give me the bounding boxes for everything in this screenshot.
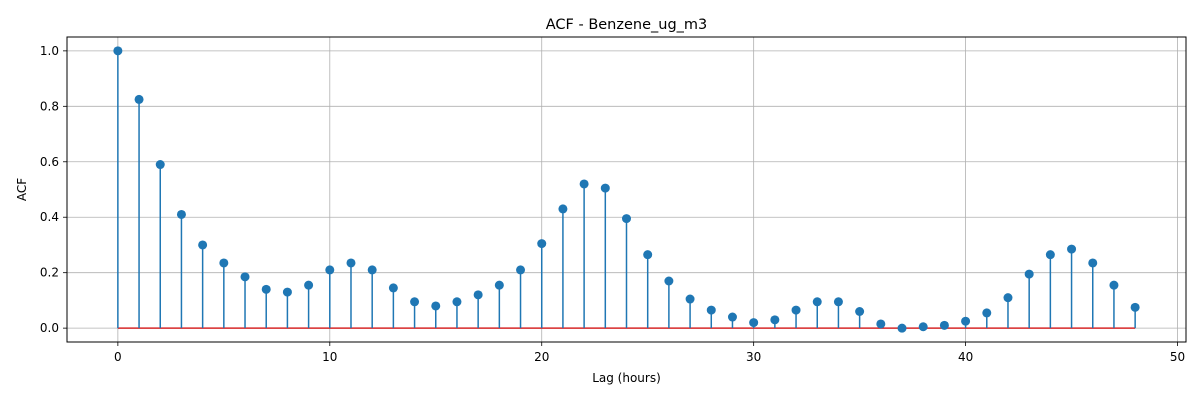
y-tick-label: 1.0 bbox=[40, 44, 59, 58]
x-tick-label: 30 bbox=[746, 350, 761, 364]
stem-marker bbox=[685, 294, 695, 304]
stem-marker bbox=[304, 280, 314, 290]
y-axis-title: ACF bbox=[15, 178, 29, 201]
chart-title: ACF - Benzene_ug_m3 bbox=[546, 17, 708, 33]
x-tick-label: 0 bbox=[114, 350, 122, 364]
stem-marker bbox=[558, 204, 568, 214]
stem-marker bbox=[240, 272, 250, 282]
stem-marker bbox=[961, 316, 971, 326]
stem-marker bbox=[261, 284, 271, 294]
x-tick-label: 40 bbox=[958, 350, 973, 364]
stem-marker bbox=[1067, 244, 1077, 254]
y-tick-label: 0.0 bbox=[40, 321, 59, 335]
stem-marker bbox=[791, 305, 801, 315]
stem-marker bbox=[727, 312, 737, 322]
stem-marker bbox=[1109, 280, 1119, 290]
stem-marker bbox=[706, 305, 716, 315]
stem-marker bbox=[219, 258, 229, 268]
stem-marker bbox=[622, 214, 631, 224]
y-tick-label: 0.2 bbox=[40, 266, 59, 280]
stem-marker bbox=[494, 280, 504, 290]
stem-marker bbox=[473, 290, 483, 300]
stem-marker bbox=[282, 287, 292, 297]
stem-marker bbox=[918, 322, 928, 332]
stem-marker bbox=[579, 179, 589, 189]
stem-marker bbox=[749, 318, 759, 328]
stem-marker bbox=[134, 94, 144, 104]
stem-marker bbox=[1045, 250, 1055, 260]
stem-marker bbox=[452, 297, 462, 307]
x-axis-title: Lag (hours) bbox=[592, 371, 661, 385]
stem-layer bbox=[117, 50, 1136, 329]
stem-marker bbox=[897, 323, 907, 333]
marker-layer bbox=[113, 46, 1140, 333]
plot-frame bbox=[66, 36, 1187, 343]
stem-marker bbox=[770, 315, 780, 325]
stem-marker bbox=[388, 283, 398, 293]
stem-marker bbox=[537, 239, 547, 249]
stem-marker bbox=[198, 240, 208, 250]
stem-marker bbox=[516, 265, 526, 275]
y-tick-label: 0.8 bbox=[40, 99, 59, 113]
stem-marker bbox=[833, 297, 843, 307]
stem-marker bbox=[812, 297, 822, 307]
x-tick-label: 10 bbox=[322, 350, 337, 364]
stem-marker bbox=[982, 308, 992, 318]
stem-marker bbox=[346, 258, 356, 268]
stem-marker bbox=[431, 301, 441, 311]
stem-marker bbox=[643, 250, 653, 260]
stem-marker bbox=[1003, 293, 1013, 303]
stem-marker bbox=[1024, 269, 1034, 279]
stem-marker bbox=[113, 46, 123, 56]
stem-marker bbox=[325, 265, 335, 275]
y-tick-label: 0.6 bbox=[40, 155, 59, 169]
stem-marker bbox=[664, 276, 674, 286]
stem-marker bbox=[367, 265, 377, 275]
x-tick-label: 50 bbox=[1170, 350, 1185, 364]
stem-marker bbox=[155, 160, 165, 170]
stem-marker bbox=[855, 307, 865, 316]
x-tick-label: 20 bbox=[534, 350, 549, 364]
stem-marker bbox=[939, 320, 949, 330]
stem-marker bbox=[876, 319, 886, 329]
stem-marker bbox=[1130, 302, 1140, 312]
stem-marker bbox=[410, 297, 420, 307]
stem-marker bbox=[176, 209, 186, 219]
tick-layer: 0 10 20 30 40 50 0.0 0.2 0.4 0.6 0.8 1.0 bbox=[40, 44, 1185, 364]
stem-marker bbox=[1088, 258, 1098, 268]
y-tick-label: 0.4 bbox=[40, 210, 59, 224]
stem-marker bbox=[600, 183, 610, 193]
